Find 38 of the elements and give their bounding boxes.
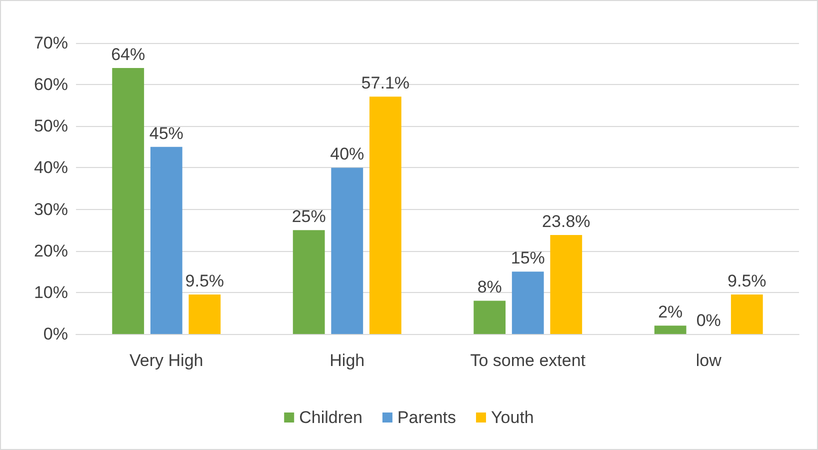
y-tick-label: 10% xyxy=(34,282,68,302)
bar xyxy=(112,68,144,334)
bar xyxy=(550,235,582,334)
legend-label: Youth xyxy=(491,408,534,427)
bar xyxy=(474,300,506,334)
bar xyxy=(654,326,686,334)
x-tick-label: To some extent xyxy=(470,351,586,370)
data-label: 8% xyxy=(477,278,502,297)
data-label: 2% xyxy=(658,302,683,322)
y-tick-label: 50% xyxy=(34,116,68,136)
legend-label: Parents xyxy=(397,408,456,427)
data-label: 23.8% xyxy=(542,212,590,232)
y-tick-label: 70% xyxy=(34,34,68,52)
legend-label: Children xyxy=(299,408,362,427)
bar xyxy=(730,294,763,334)
data-label: 9.5% xyxy=(728,272,766,291)
bar xyxy=(150,146,182,334)
data-label: 40% xyxy=(330,144,364,164)
y-tick-label: 60% xyxy=(34,75,68,94)
bar xyxy=(188,294,221,334)
data-label: 45% xyxy=(149,124,184,143)
bar xyxy=(512,272,544,334)
y-tick-label: 20% xyxy=(34,241,68,260)
data-label: 9.5% xyxy=(185,272,224,291)
data-label: 15% xyxy=(510,248,545,268)
data-label: 0% xyxy=(696,311,721,330)
x-tick-label: High xyxy=(330,351,365,370)
bar xyxy=(369,96,402,334)
x-tick-label: Very High xyxy=(130,351,204,370)
x-tick-label: low xyxy=(696,351,722,370)
data-label: 25% xyxy=(292,207,326,226)
y-tick-label: 40% xyxy=(34,158,68,178)
bar xyxy=(292,230,325,334)
data-label: 57.1% xyxy=(361,74,410,93)
data-label: 64% xyxy=(111,44,146,64)
y-tick-label: 30% xyxy=(34,200,68,219)
y-tick-label: 0% xyxy=(43,324,68,344)
bar xyxy=(331,168,364,334)
